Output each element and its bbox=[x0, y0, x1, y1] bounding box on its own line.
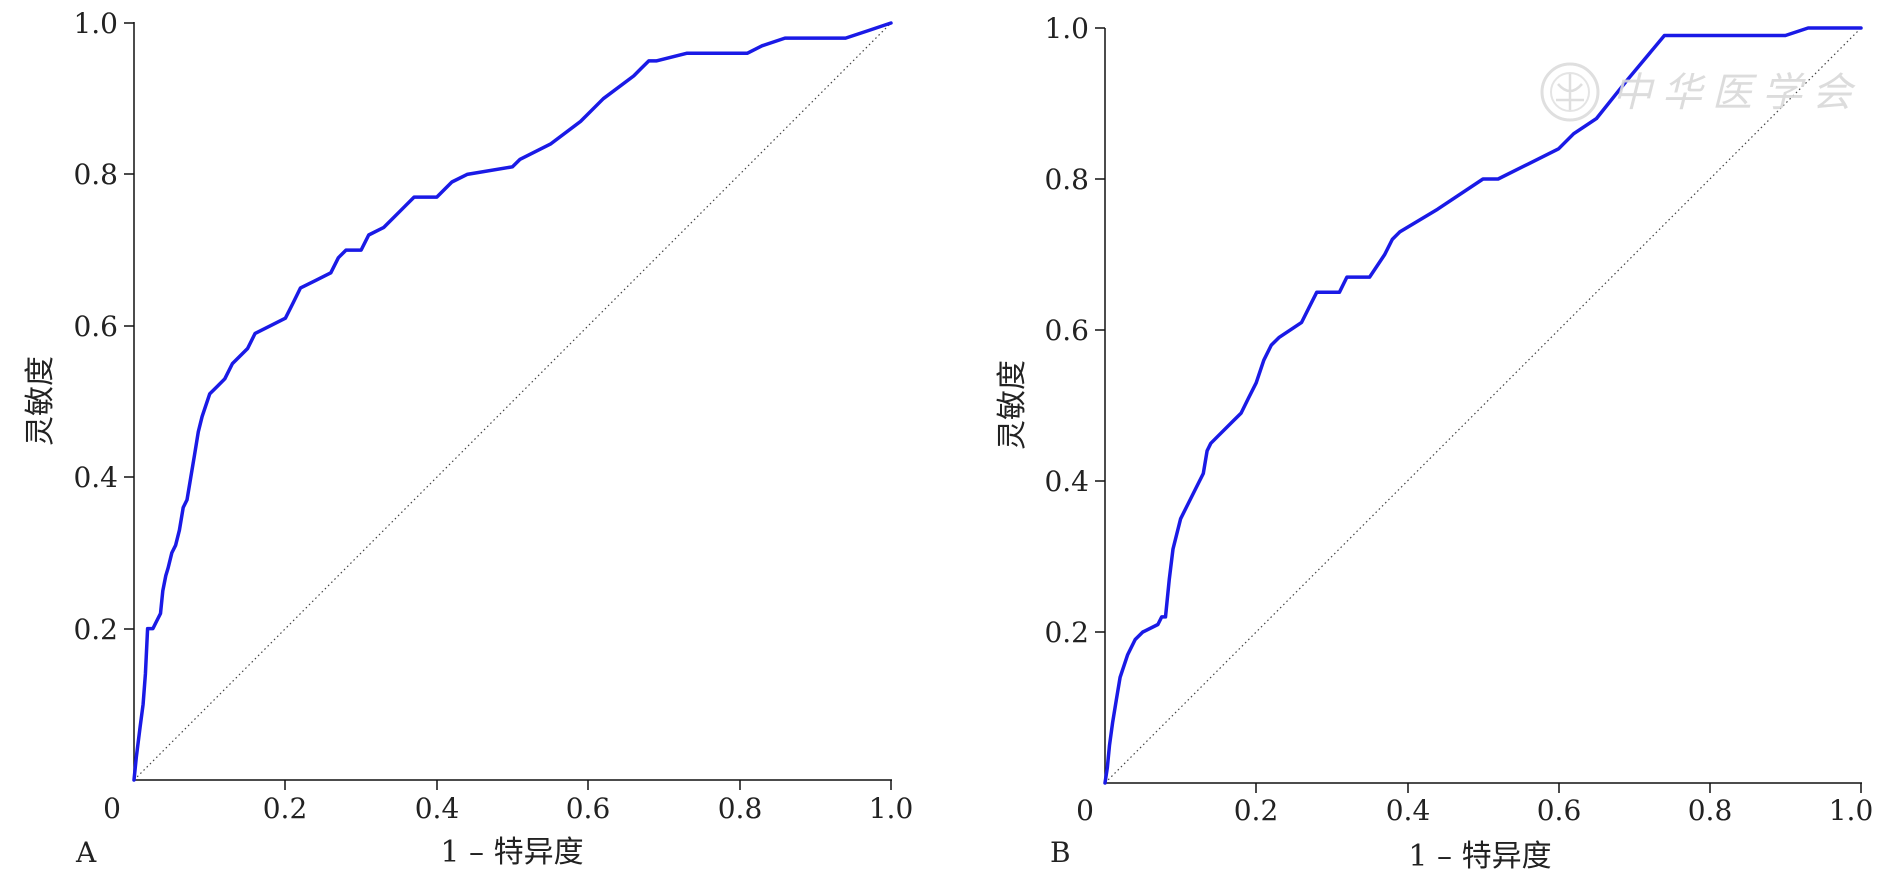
watermark-text: 中华医学会 bbox=[1612, 70, 1862, 116]
x-tick-label: 0 bbox=[103, 792, 121, 825]
reference-diagonal-line bbox=[133, 22, 892, 781]
x-axis-title: 1 – 特异度 bbox=[440, 835, 583, 870]
y-tick-label: 1.0 bbox=[1044, 12, 1089, 45]
x-tick-label: 1.0 bbox=[869, 792, 914, 825]
x-tick-label: 0.4 bbox=[1386, 794, 1431, 827]
y-tick-label: 1.0 bbox=[73, 7, 118, 40]
y-ticks: 0.2 0.4 0.6 0.8 1.0 bbox=[1044, 12, 1105, 649]
panel-label: A bbox=[75, 836, 97, 869]
y-axis-title: 灵敏度 bbox=[23, 356, 58, 446]
x-tick-label: 1.0 bbox=[1829, 794, 1874, 827]
x-tick-label: 0.8 bbox=[1688, 794, 1733, 827]
y-tick-label: 0.2 bbox=[73, 613, 118, 646]
roc-curve bbox=[1103, 26, 1863, 785]
roc-curve bbox=[132, 21, 893, 782]
x-axis-title: 1 – 特异度 bbox=[1408, 839, 1551, 874]
watermark-seal-icon bbox=[1540, 62, 1600, 122]
x-tick-label: 0.2 bbox=[1234, 794, 1279, 827]
x-tick-label: 0.8 bbox=[718, 792, 763, 825]
y-tick-label: 0.4 bbox=[73, 461, 118, 494]
y-tick-label: 0.4 bbox=[1044, 465, 1089, 498]
x-tick-label: 0.6 bbox=[566, 792, 611, 825]
x-tick-label: 0.6 bbox=[1537, 794, 1582, 827]
roc-panel-a: 0.2 0.4 0.6 0.8 1.0 0 0.2 0.4 0.6 0.8 1.… bbox=[23, 7, 913, 870]
x-tick-label: 0 bbox=[1076, 794, 1094, 827]
y-tick-label: 0.8 bbox=[1044, 163, 1089, 196]
x-tick-label: 0.2 bbox=[263, 792, 308, 825]
y-ticks: 0.2 0.4 0.6 0.8 1.0 bbox=[73, 7, 134, 646]
y-tick-label: 0.6 bbox=[1044, 314, 1089, 347]
y-tick-label: 0.2 bbox=[1044, 616, 1089, 649]
y-axis-title: 灵敏度 bbox=[995, 360, 1030, 450]
watermark: 中华医学会 bbox=[1540, 62, 1862, 122]
x-ticks: 0 0.2 0.4 0.6 0.8 1.0 bbox=[103, 780, 913, 825]
y-tick-label: 0.6 bbox=[73, 310, 118, 343]
y-tick-label: 0.8 bbox=[73, 158, 118, 191]
x-ticks: 0 0.2 0.4 0.6 0.8 1.0 bbox=[1076, 783, 1873, 827]
roc-panel-b: 0.2 0.4 0.6 0.8 1.0 0 0.2 0.4 0.6 0.8 1.… bbox=[995, 12, 1873, 874]
x-tick-label: 0.4 bbox=[415, 792, 460, 825]
panel-label: B bbox=[1050, 836, 1071, 869]
reference-diagonal-line bbox=[1104, 27, 1862, 784]
